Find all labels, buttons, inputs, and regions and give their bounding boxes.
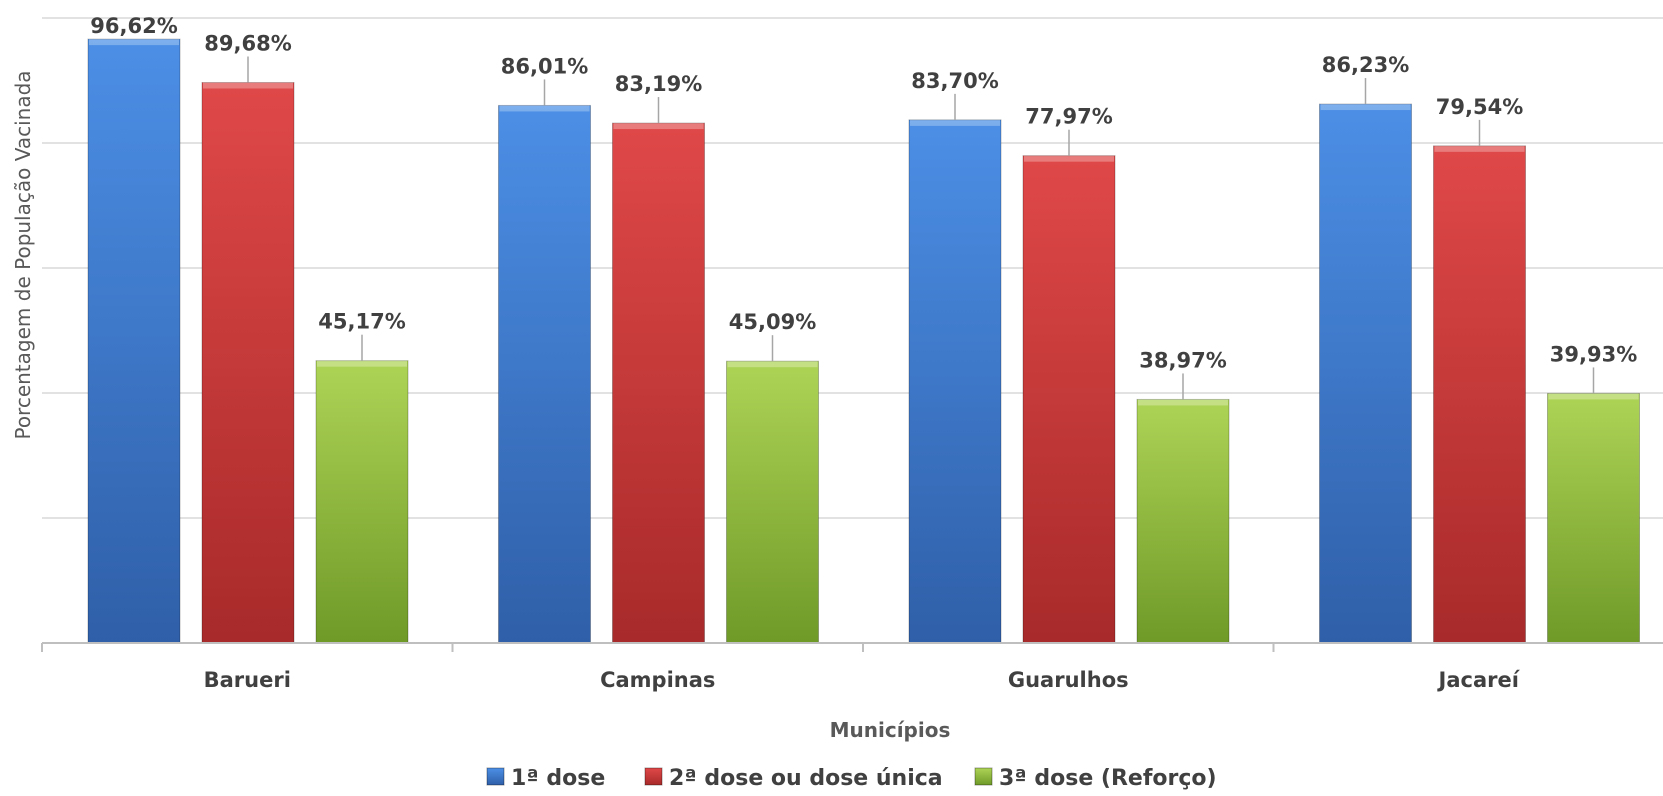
bar bbox=[201, 82, 295, 644]
category-label: Barueri bbox=[204, 668, 291, 692]
data-label: 45,17% bbox=[318, 310, 405, 334]
data-label: 96,62% bbox=[90, 14, 177, 38]
bar-highlight bbox=[910, 119, 1000, 126]
legend-entry: 1ª dose bbox=[511, 766, 605, 791]
bar-highlight bbox=[1138, 399, 1228, 406]
bar bbox=[87, 38, 181, 644]
label-leader-lines bbox=[247, 56, 1595, 400]
category-label: Jacareí bbox=[1437, 668, 1521, 692]
category-label: Guarulhos bbox=[1008, 668, 1129, 692]
bar-highlight bbox=[1024, 155, 1114, 162]
legend-swatch bbox=[974, 767, 993, 786]
bar bbox=[1319, 103, 1412, 644]
bar-highlight bbox=[89, 39, 179, 46]
legend-entry: 2ª dose ou dose única bbox=[669, 766, 943, 791]
bars bbox=[87, 38, 1640, 644]
legend-entry: 3ª dose (Reforço) bbox=[999, 766, 1217, 791]
bar bbox=[726, 360, 819, 644]
bar bbox=[1547, 392, 1640, 644]
data-label: 79,54% bbox=[1436, 95, 1523, 119]
bar-highlight bbox=[1548, 393, 1639, 400]
x-axis: Barueri Campinas Guarulhos Jacareí bbox=[41, 642, 1663, 692]
data-label: 45,09% bbox=[729, 310, 816, 334]
bar bbox=[1136, 398, 1230, 644]
bar-highlight bbox=[499, 105, 590, 112]
data-label: 83,70% bbox=[911, 69, 998, 93]
y-axis-title: Porcentagem de População Vacinada bbox=[11, 70, 35, 439]
data-labels: 96,62% 86,01% 83,70% 86,23% 89,68% 83,19% 77,9… bbox=[90, 14, 1637, 372]
data-label: 89,68% bbox=[204, 32, 291, 56]
bar bbox=[315, 360, 409, 644]
bar-highlight bbox=[317, 360, 407, 367]
data-label: 77,97% bbox=[1025, 105, 1112, 129]
bar bbox=[1433, 145, 1526, 644]
bar bbox=[612, 122, 705, 644]
data-label: 86,01% bbox=[501, 54, 588, 78]
bar bbox=[908, 119, 1002, 644]
data-label: 39,93% bbox=[1550, 342, 1637, 366]
bar-highlight bbox=[1434, 145, 1525, 152]
category-label: Campinas bbox=[600, 668, 715, 692]
bar bbox=[498, 104, 591, 644]
x-axis-title: Municípios bbox=[830, 718, 951, 742]
legend: 1ª dose 2ª dose ou dose única 3ª dose (Ref… bbox=[486, 766, 1217, 791]
bar bbox=[1022, 155, 1116, 644]
bar-highlight bbox=[613, 123, 704, 130]
data-label: 83,19% bbox=[615, 72, 702, 96]
data-label: 86,23% bbox=[1322, 53, 1409, 77]
bar-highlight bbox=[203, 82, 293, 89]
legend-swatch bbox=[486, 767, 505, 786]
bar-highlight bbox=[1320, 104, 1411, 111]
data-label: 38,97% bbox=[1139, 348, 1226, 372]
bar-highlight bbox=[727, 361, 818, 368]
legend-swatch bbox=[644, 767, 663, 786]
